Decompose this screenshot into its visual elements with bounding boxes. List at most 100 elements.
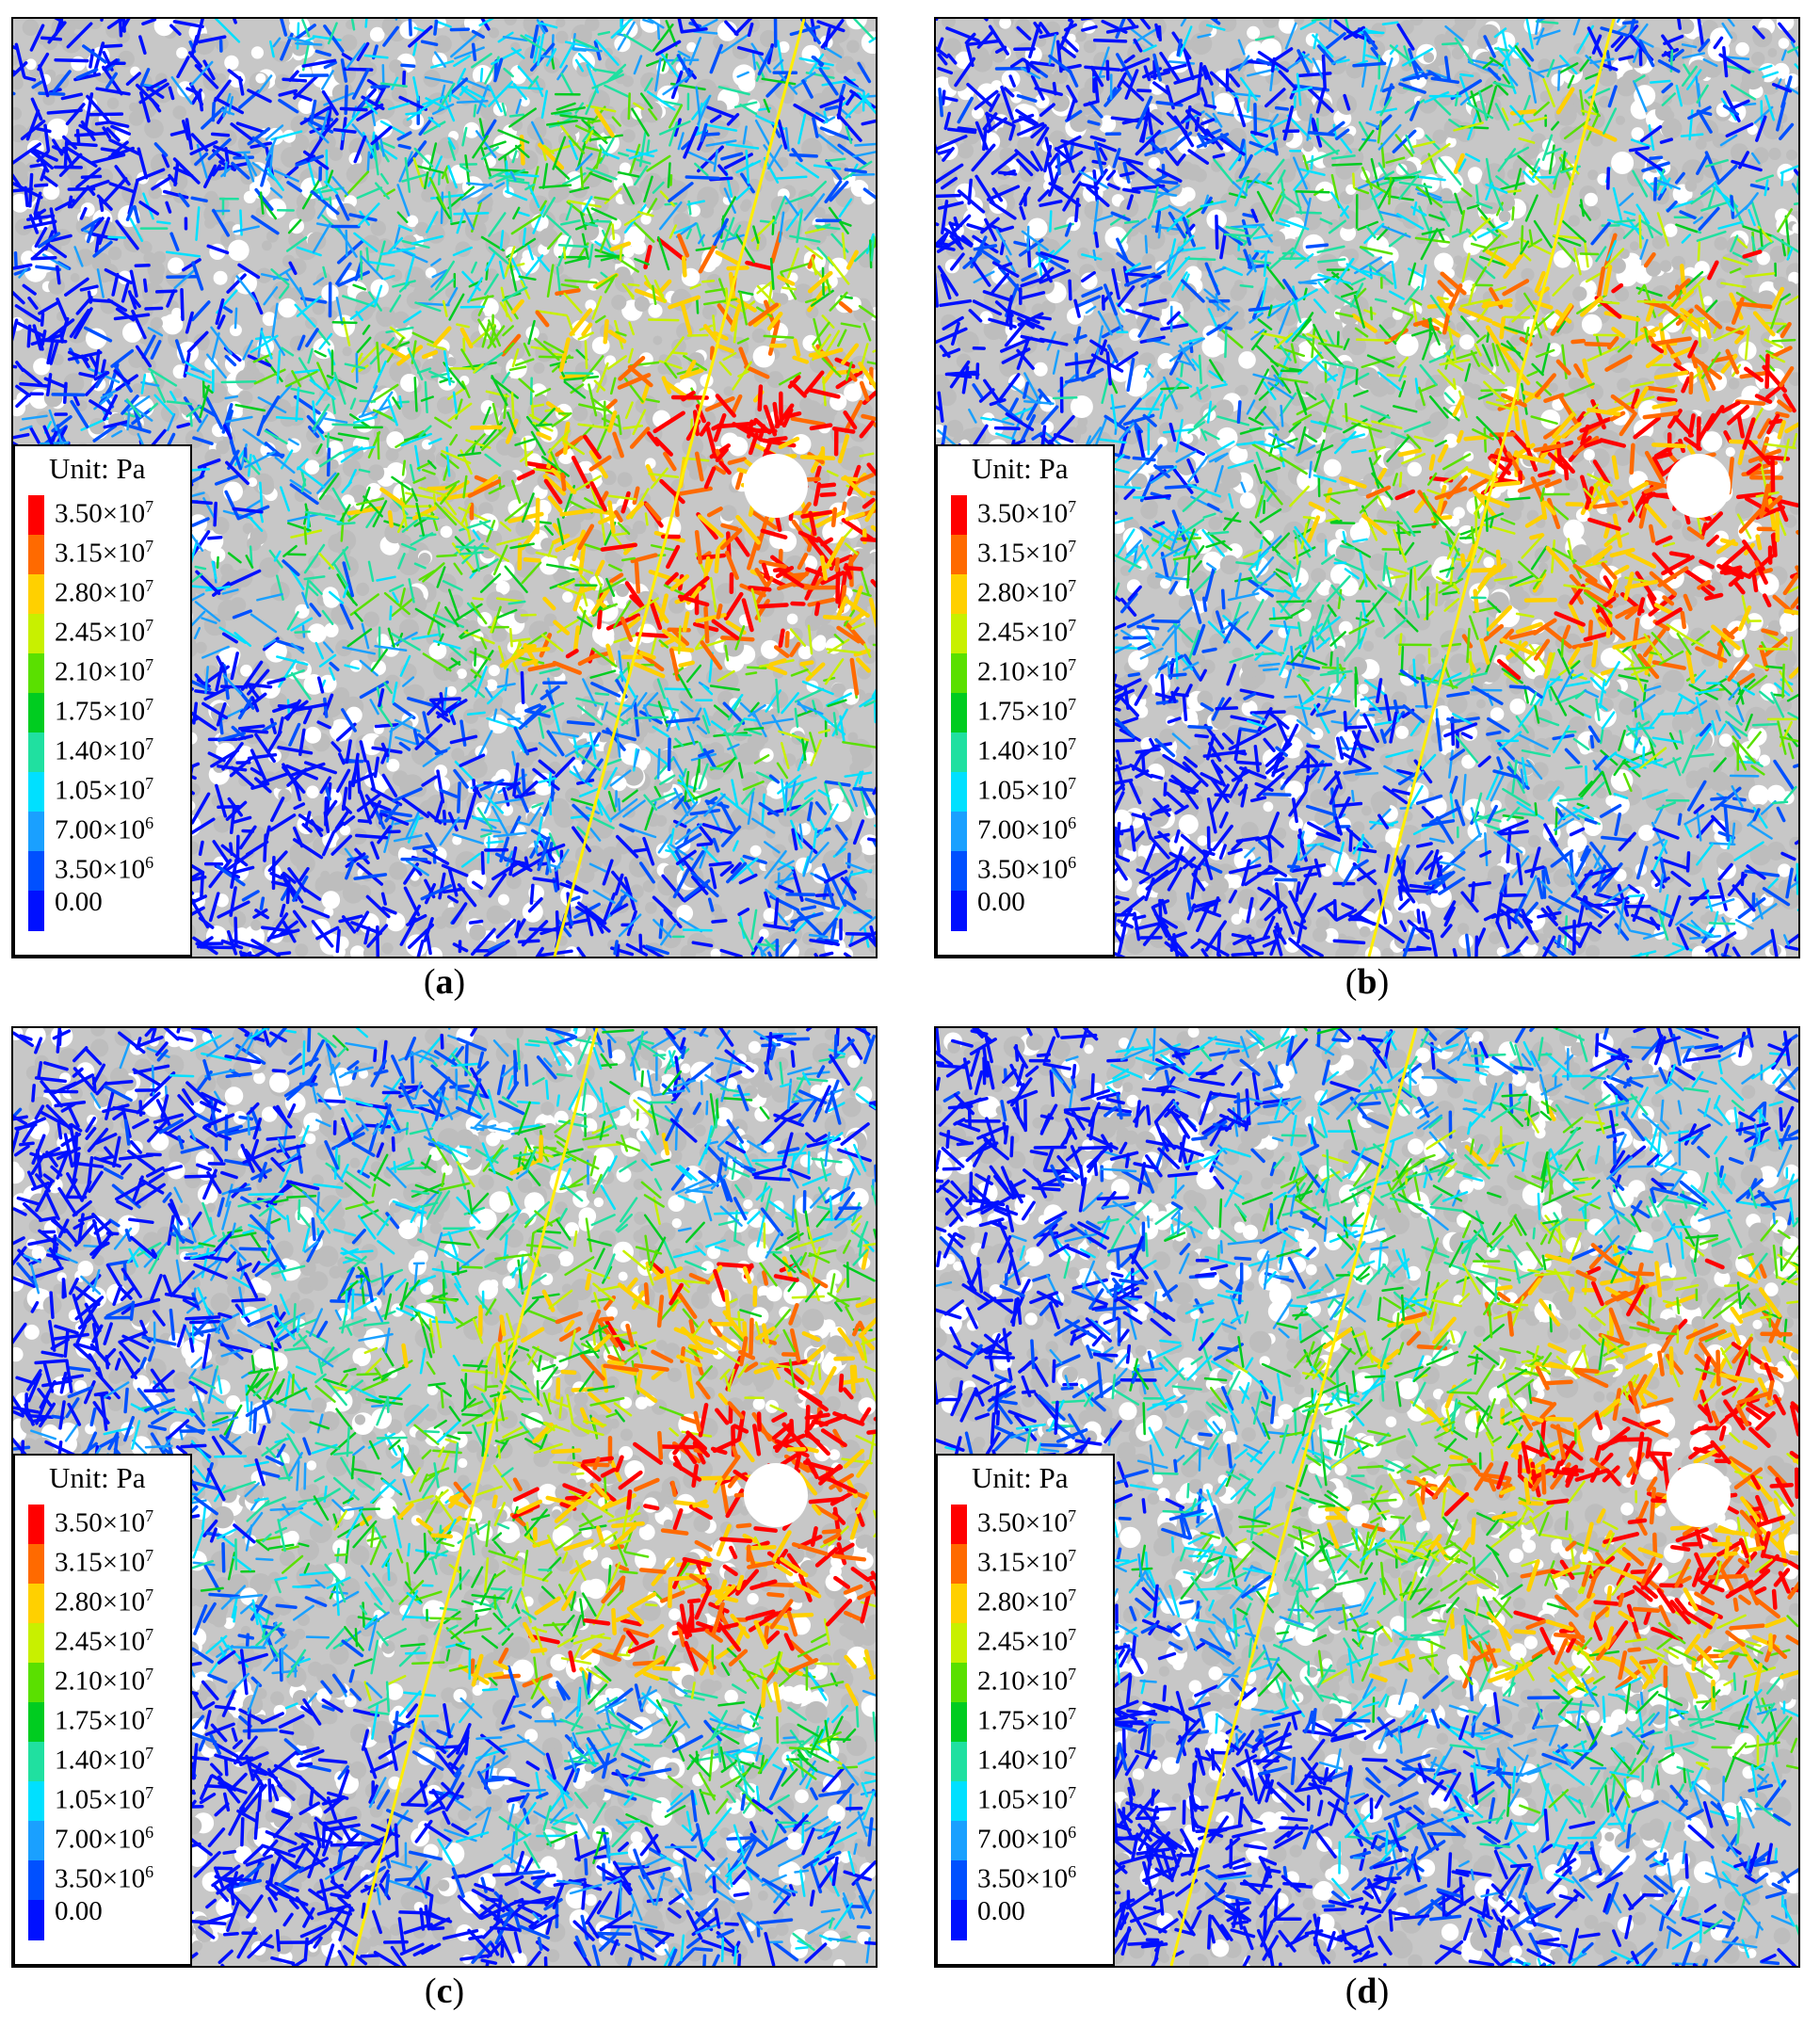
legend-swatch: [28, 1663, 44, 1703]
legend-tick-label: 2.10×107: [55, 1659, 153, 1697]
legend-tick-label: 0.00: [977, 1896, 1025, 1926]
legend-tick-label: 2.10×107: [55, 650, 153, 687]
legend-tick-label: 3.50×106: [977, 847, 1076, 885]
legend-tick-label: 3.15×107: [55, 531, 153, 569]
legend-swatch: [951, 1781, 967, 1822]
legend-swatch: [951, 1821, 967, 1861]
caption-d: (d): [934, 1971, 1800, 2012]
legend-swatch: [951, 614, 967, 654]
panel-a: Unit: Pa 3.50×107 3.15×107 2.80×107 2.45×10…: [11, 17, 878, 1002]
legend-swatch: [951, 693, 967, 733]
legend-tick-label: 1.05×107: [977, 1778, 1076, 1815]
legend-tick-label: 3.15×107: [977, 1540, 1076, 1578]
legend-swatch: [951, 1860, 967, 1901]
legend-tick-label: 3.50×106: [55, 847, 153, 885]
legend-swatch: [28, 812, 44, 852]
legend-swatch: [28, 1623, 44, 1664]
legend-tick-label: 1.75×107: [977, 689, 1076, 727]
legend-unit: Unit: Pa: [49, 452, 145, 486]
legend-swatch: [951, 1663, 967, 1703]
legend-swatch: [28, 693, 44, 733]
legend-swatch: [951, 653, 967, 694]
legend-swatch: [28, 1821, 44, 1861]
legend-tick-label: 2.45×107: [977, 1619, 1076, 1657]
legend-swatch: [951, 1742, 967, 1782]
legend-swatch: [951, 1505, 967, 1545]
stress-network-b: Unit: Pa 3.50×107 3.15×107 2.80×107 2.45×10…: [934, 17, 1800, 958]
legend-swatch: [28, 495, 44, 536]
legend-tick-label: 1.40×107: [977, 1738, 1076, 1776]
legend-swatch: [951, 772, 967, 813]
legend-swatch: [951, 891, 967, 931]
legend-tick-label: 7.00×106: [977, 808, 1076, 845]
legend-tick-label: 3.50×107: [55, 1501, 153, 1538]
legend-swatch: [28, 851, 44, 892]
caption-c: (c): [11, 1971, 878, 2012]
legend-swatch: [951, 1702, 967, 1743]
legend-swatch: [28, 1584, 44, 1624]
legend-d: Unit: Pa 3.50×107 3.15×107 2.80×107 2.45×10…: [936, 1454, 1115, 1966]
legend-tick-label: 3.50×107: [55, 491, 153, 529]
legend-tick-label: 7.00×106: [55, 808, 153, 845]
legend-tick-label: 2.45×107: [977, 610, 1076, 648]
legend-swatch: [28, 891, 44, 931]
legend-swatch: [951, 1900, 967, 1940]
legend-tick-label: 3.50×106: [55, 1857, 153, 1894]
legend-tick-label: 0.00: [55, 1896, 103, 1926]
legend-unit: Unit: Pa: [972, 452, 1068, 486]
legend-tick-label: 2.80×107: [977, 571, 1076, 608]
legend-tick-label: 0.00: [55, 887, 103, 917]
legend-tick-label: 3.50×106: [977, 1857, 1076, 1894]
caption-a: (a): [11, 961, 878, 1003]
legend-tick-label: 1.40×107: [977, 729, 1076, 766]
legend-tick-label: 1.05×107: [55, 768, 153, 806]
legend-c: Unit: Pa 3.50×107 3.15×107 2.80×107 2.45×10…: [13, 1454, 192, 1966]
legend-tick-label: 2.80×107: [55, 571, 153, 608]
legend-tick-label: 2.10×107: [977, 1659, 1076, 1697]
legend-swatch: [951, 1544, 967, 1585]
legend-tick-label: 3.50×107: [977, 491, 1076, 529]
legend-swatch: [951, 812, 967, 852]
legend-swatch: [951, 574, 967, 615]
legend-a: Unit: Pa 3.50×107 3.15×107 2.80×107 2.45×10…: [13, 444, 192, 957]
legend-tick-label: 3.15×107: [977, 531, 1076, 569]
legend-tick-label: 3.15×107: [55, 1540, 153, 1578]
legend-swatch: [951, 495, 967, 536]
legend-swatch: [28, 614, 44, 654]
legend-tick-label: 2.80×107: [55, 1580, 153, 1617]
legend-tick-label: 7.00×106: [977, 1817, 1076, 1855]
legend-swatch: [28, 1702, 44, 1743]
legend-tick-label: 1.40×107: [55, 729, 153, 766]
stress-network-a: Unit: Pa 3.50×107 3.15×107 2.80×107 2.45×10…: [11, 17, 878, 958]
legend-swatch: [28, 1860, 44, 1901]
legend-swatch: [951, 1623, 967, 1664]
caption-b: (b): [934, 961, 1800, 1003]
legend-unit: Unit: Pa: [49, 1461, 145, 1495]
legend-b: Unit: Pa 3.50×107 3.15×107 2.80×107 2.45×10…: [936, 444, 1115, 957]
legend-swatch: [951, 732, 967, 773]
legend-swatch: [28, 535, 44, 575]
legend-tick-label: 0.00: [977, 887, 1025, 917]
legend-swatch: [28, 1900, 44, 1940]
legend-swatch: [28, 772, 44, 813]
legend-swatch: [28, 1544, 44, 1585]
legend-tick-label: 2.10×107: [977, 650, 1076, 687]
legend-swatch: [28, 732, 44, 773]
legend-swatch: [28, 1742, 44, 1782]
stress-network-c: Unit: Pa 3.50×107 3.15×107 2.80×107 2.45×10…: [11, 1026, 878, 1968]
legend-swatch: [28, 574, 44, 615]
legend-tick-label: 1.75×107: [55, 1698, 153, 1736]
legend-tick-label: 1.05×107: [977, 768, 1076, 806]
legend-tick-label: 1.40×107: [55, 1738, 153, 1776]
legend-swatch: [951, 535, 967, 575]
legend-tick-label: 1.75×107: [55, 689, 153, 727]
legend-tick-label: 1.05×107: [55, 1778, 153, 1815]
legend-tick-label: 2.45×107: [55, 1619, 153, 1657]
legend-tick-label: 2.80×107: [977, 1580, 1076, 1617]
legend-swatch: [951, 1584, 967, 1624]
panel-b: Unit: Pa 3.50×107 3.15×107 2.80×107 2.45×10…: [934, 17, 1800, 1002]
legend-swatch: [28, 653, 44, 694]
legend-swatch: [28, 1505, 44, 1545]
legend-tick-label: 2.45×107: [55, 610, 153, 648]
legend-tick-label: 3.50×107: [977, 1501, 1076, 1538]
